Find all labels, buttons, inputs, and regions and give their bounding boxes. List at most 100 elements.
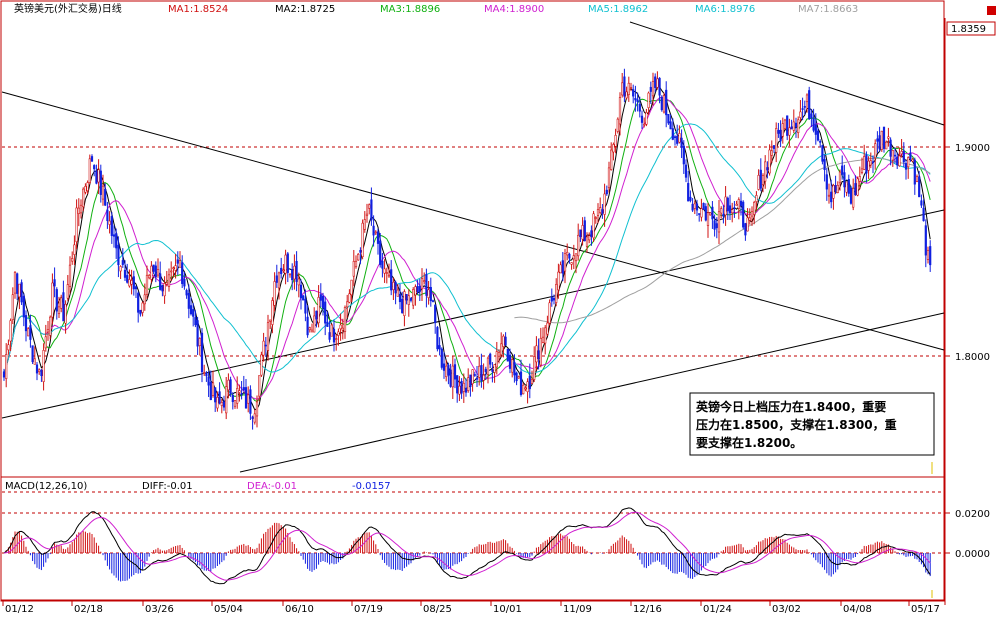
candle-body	[887, 136, 890, 139]
candle-body	[24, 315, 28, 332]
candle-body	[706, 212, 710, 226]
candle-body	[614, 134, 617, 147]
candle-body	[205, 372, 208, 377]
candle-body	[458, 385, 461, 395]
candle-body	[134, 286, 138, 290]
candle-body	[236, 388, 239, 404]
candle-body	[445, 365, 448, 378]
candle-body	[821, 145, 824, 162]
candle-body	[612, 144, 615, 153]
candle-body	[792, 121, 795, 131]
candle-body	[893, 154, 897, 157]
candle-body	[5, 354, 8, 379]
candle-body	[304, 298, 307, 314]
candle-body	[35, 364, 39, 374]
date-label: 06/10	[285, 604, 314, 615]
candle-body	[797, 119, 800, 133]
candle-body	[119, 266, 122, 272]
candle-body	[506, 348, 509, 362]
candle-body	[467, 377, 470, 391]
candle-body	[704, 206, 707, 221]
candle-body	[16, 273, 19, 294]
candle-body	[561, 260, 564, 274]
candle-body	[170, 270, 173, 273]
candle-body	[229, 379, 232, 395]
candle-body	[282, 269, 285, 272]
candle-body	[462, 382, 465, 392]
candle-body	[117, 244, 120, 266]
candle-body	[724, 196, 727, 216]
candle-body	[517, 376, 520, 379]
candle-body	[97, 169, 100, 183]
ma-legend-item: MA5:1.8962	[588, 4, 648, 15]
candle-body	[687, 183, 690, 202]
candle-body	[414, 286, 417, 296]
candle-body	[321, 295, 325, 309]
candle-body	[662, 95, 666, 113]
candle-body	[607, 167, 611, 189]
candle-body	[819, 141, 822, 143]
candle-body	[878, 135, 881, 150]
candle-body	[145, 274, 149, 295]
candle-body	[720, 208, 723, 214]
candle-body	[519, 371, 523, 395]
annotation-line-1: 英镑今日上档压力在1.8400，重要	[696, 399, 886, 414]
date-label: 02/18	[74, 604, 103, 615]
candle-body	[491, 369, 494, 372]
candle-body	[401, 298, 404, 314]
candle-body	[489, 353, 492, 365]
candle-body	[671, 128, 674, 140]
candle-body	[924, 225, 927, 256]
candle-body	[550, 297, 553, 302]
candle-body	[511, 359, 514, 373]
candle-body	[148, 275, 151, 279]
candle-body	[757, 174, 760, 190]
candlesticks	[2, 68, 932, 430]
candle-body	[176, 259, 179, 264]
candle-body	[44, 336, 47, 349]
candle-body	[599, 207, 602, 213]
candle-body	[38, 369, 41, 373]
candle-body	[772, 145, 776, 149]
macd-label-0000: 0.0000	[955, 549, 990, 560]
candle-body	[841, 165, 844, 175]
candle-body	[178, 260, 182, 268]
moving-average-lines	[3, 85, 931, 411]
candle-body	[315, 310, 318, 320]
candle-body	[823, 159, 826, 171]
candle-body	[627, 82, 630, 95]
candle-body	[733, 207, 736, 209]
candle-body	[911, 159, 914, 162]
candle-body	[335, 338, 338, 340]
candle-body	[478, 365, 481, 378]
candle-body	[86, 182, 89, 192]
macd-diff-line	[3, 507, 931, 585]
candle-body	[68, 264, 72, 287]
candle-body	[324, 301, 327, 324]
date-axis: 01/12 02/18 03/26 05/04 06/10 07/19 08/25 10/01…	[2, 601, 940, 615]
candle-body	[495, 351, 498, 368]
candle-body	[416, 286, 419, 293]
candle-body	[680, 137, 683, 148]
ma4-line	[3, 96, 931, 400]
ma-legend-item: MA2:1.8725	[275, 4, 335, 15]
candle-body	[541, 336, 545, 343]
candle-body	[621, 82, 624, 96]
candle-body	[429, 286, 432, 302]
candle-body	[33, 358, 36, 365]
candle-body	[816, 130, 820, 141]
candle-body	[200, 332, 204, 373]
candle-body	[172, 267, 175, 269]
candle-body	[594, 217, 597, 219]
candle-body	[192, 309, 195, 317]
candle-body	[403, 291, 406, 316]
candle-body	[99, 170, 102, 195]
candle-body	[801, 108, 804, 110]
candle-body	[581, 225, 584, 240]
candle-body	[460, 380, 463, 394]
candle-body	[9, 320, 12, 342]
candle-body	[508, 354, 512, 369]
candle-body	[299, 284, 303, 299]
